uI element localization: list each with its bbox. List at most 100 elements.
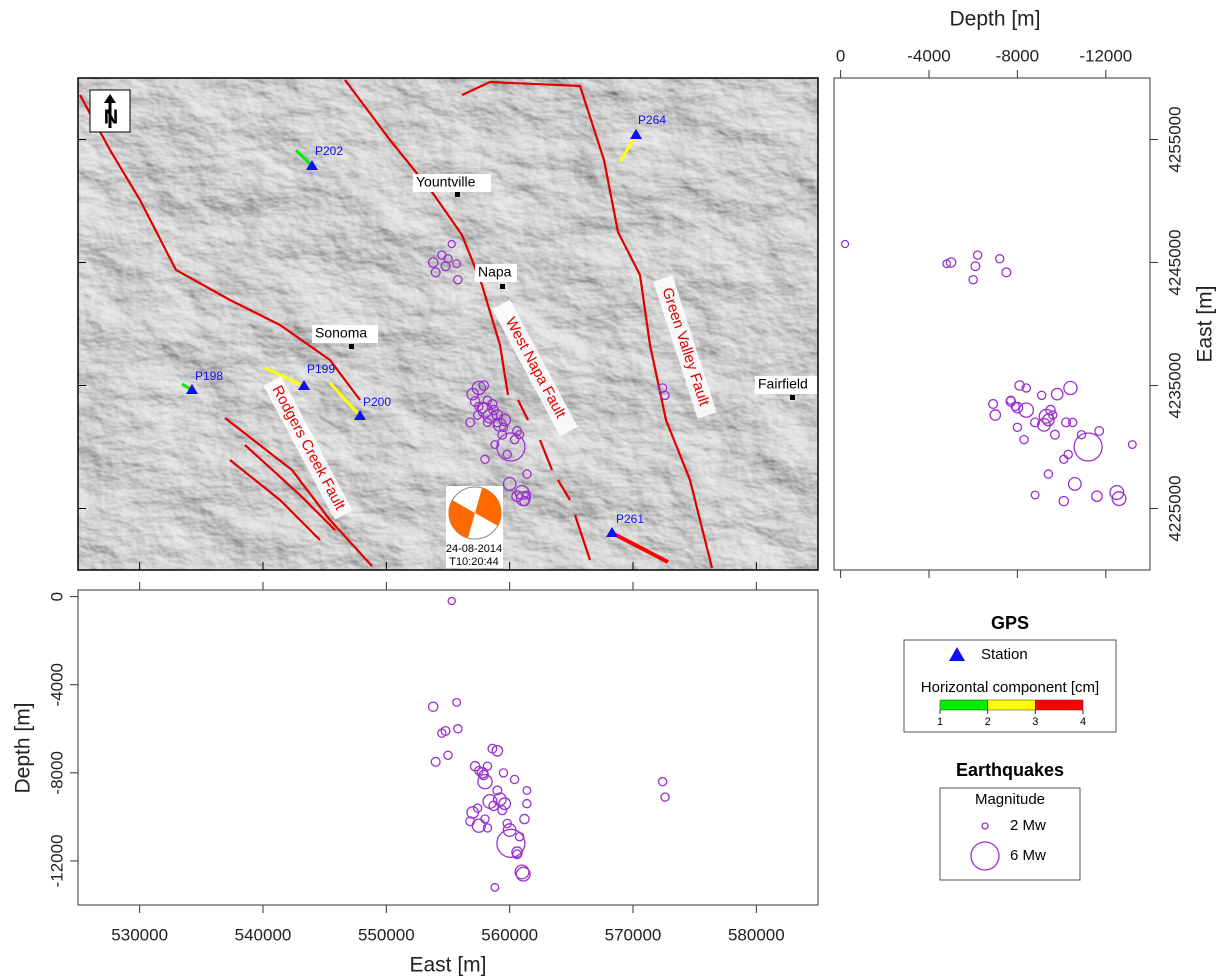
hypocenter [971, 262, 980, 271]
hypocenter [1060, 455, 1068, 463]
hypocenter [453, 699, 461, 707]
x-tick-label: 580000 [728, 925, 785, 944]
hypocenter [996, 255, 1004, 263]
hypocenter [1092, 491, 1102, 501]
hypocenter [1020, 436, 1028, 444]
depth-tick-label: -12000 [1079, 46, 1132, 65]
hypocenter [523, 787, 531, 795]
hypocenter [444, 751, 452, 759]
legend-label: Horizontal component [cm] [921, 679, 1099, 696]
colorbar-tick-label: 1 [937, 716, 943, 728]
station-label: P261 [616, 512, 644, 526]
depth-tick-label: -12000 [47, 834, 66, 887]
hypocenter [1064, 450, 1072, 458]
town-label: Napa [478, 264, 512, 280]
gps-legend: GPS Station Horizontal component [cm] 1 2… [904, 613, 1116, 732]
depth-tick-label: 0 [836, 46, 845, 65]
x-tick-label: 540000 [235, 925, 292, 944]
hypocenter [1038, 391, 1046, 399]
hypocenter [946, 258, 955, 267]
depth-tick-label: -8000 [47, 751, 66, 794]
station-label: P202 [315, 144, 343, 158]
colorbar-tick-label: 2 [985, 716, 991, 728]
colorbar-tick-label: 4 [1080, 716, 1086, 728]
figure: Yountville Napa Sonoma Fairfield West Na… [0, 0, 1217, 979]
hypocenter [498, 806, 507, 815]
hypocenter [974, 251, 982, 259]
hypocenter [491, 884, 499, 892]
section-frame [78, 590, 818, 905]
hypocenter [523, 800, 531, 808]
hypocenter [661, 793, 669, 801]
hypocenter [515, 833, 523, 841]
north-arrow: N [90, 90, 130, 132]
x-tick-label: 530000 [111, 925, 168, 944]
station-label: P200 [363, 395, 391, 409]
x-tick-label: 570000 [605, 925, 662, 944]
hypocenter [510, 775, 518, 783]
axis-title: Depth [m] [949, 8, 1040, 31]
town-marker [455, 192, 460, 197]
hypocenter [1069, 478, 1082, 491]
depth-tick-label: 0 [47, 592, 66, 601]
hypocenter [520, 814, 529, 823]
town-marker [349, 344, 354, 349]
hypocenter [1051, 388, 1063, 400]
hypocenter [990, 410, 1000, 420]
depth-tick-label: -4000 [907, 46, 950, 65]
hypocenter [659, 778, 667, 786]
colorbar-tick-label: 3 [1032, 716, 1038, 728]
hypocenter [1128, 441, 1136, 449]
legend-label: Magnitude [975, 791, 1045, 808]
hypocenter [1012, 402, 1022, 412]
focal-date: 24-08-2014 [446, 543, 502, 555]
depth-tick-label: -4000 [47, 663, 66, 706]
legend-title: Earthquakes [956, 760, 1064, 780]
focal-mechanism: 24-08-2014 T10:20:44 [446, 486, 503, 568]
hypocenter [1095, 427, 1104, 436]
town-label: Yountville [416, 174, 476, 190]
station-label: P198 [195, 369, 223, 383]
hypocenter [431, 757, 440, 766]
hypocenter [454, 725, 462, 733]
north-arrow-label: N [104, 106, 118, 128]
hypocenter [969, 276, 977, 284]
hypocenter [1013, 423, 1021, 431]
legend-label: 6 Mw [1010, 847, 1046, 864]
y-tick-label: 4225000 [1165, 475, 1184, 541]
y-tick-label: 4235000 [1165, 352, 1184, 418]
hypocenter [448, 597, 455, 604]
legend-label: 2 Mw [1010, 817, 1046, 834]
town-marker [790, 395, 795, 400]
hypocenter [1044, 470, 1052, 478]
town-marker [500, 284, 505, 289]
hypocenter [1002, 268, 1011, 277]
hypocenter [1059, 496, 1068, 505]
hypocenter [499, 769, 507, 777]
y-tick-label: 4255000 [1165, 106, 1184, 172]
hypocenter [1031, 491, 1039, 499]
legend-label: Station [981, 646, 1028, 663]
hypocenter [989, 400, 998, 409]
hypocenter [1051, 430, 1060, 439]
colorbar-segment [988, 700, 1036, 710]
hypocenter [483, 762, 491, 770]
hypocenter [492, 746, 502, 756]
legend-title: GPS [991, 613, 1029, 633]
station-label: P264 [638, 113, 666, 127]
axis-title: East [m] [1194, 285, 1217, 362]
map: Yountville Napa Sonoma Fairfield West Na… [78, 78, 818, 570]
station-label: P199 [307, 362, 335, 376]
hypocenter [489, 801, 498, 810]
axis-title: East [m] [409, 954, 486, 977]
colorbar-segment [940, 700, 988, 710]
eq-legend: Earthquakes Magnitude 2 Mw 6 Mw [940, 760, 1080, 880]
hypocenter [429, 702, 438, 711]
axis-title: Depth [m] [12, 702, 35, 793]
hypocenter [1064, 381, 1077, 394]
town-label: Fairfield [758, 376, 808, 392]
colorbar-segment [1035, 700, 1083, 710]
x-tick-label: 550000 [358, 925, 415, 944]
town-label: Sonoma [315, 325, 367, 341]
y-tick-label: 4245000 [1165, 229, 1184, 295]
